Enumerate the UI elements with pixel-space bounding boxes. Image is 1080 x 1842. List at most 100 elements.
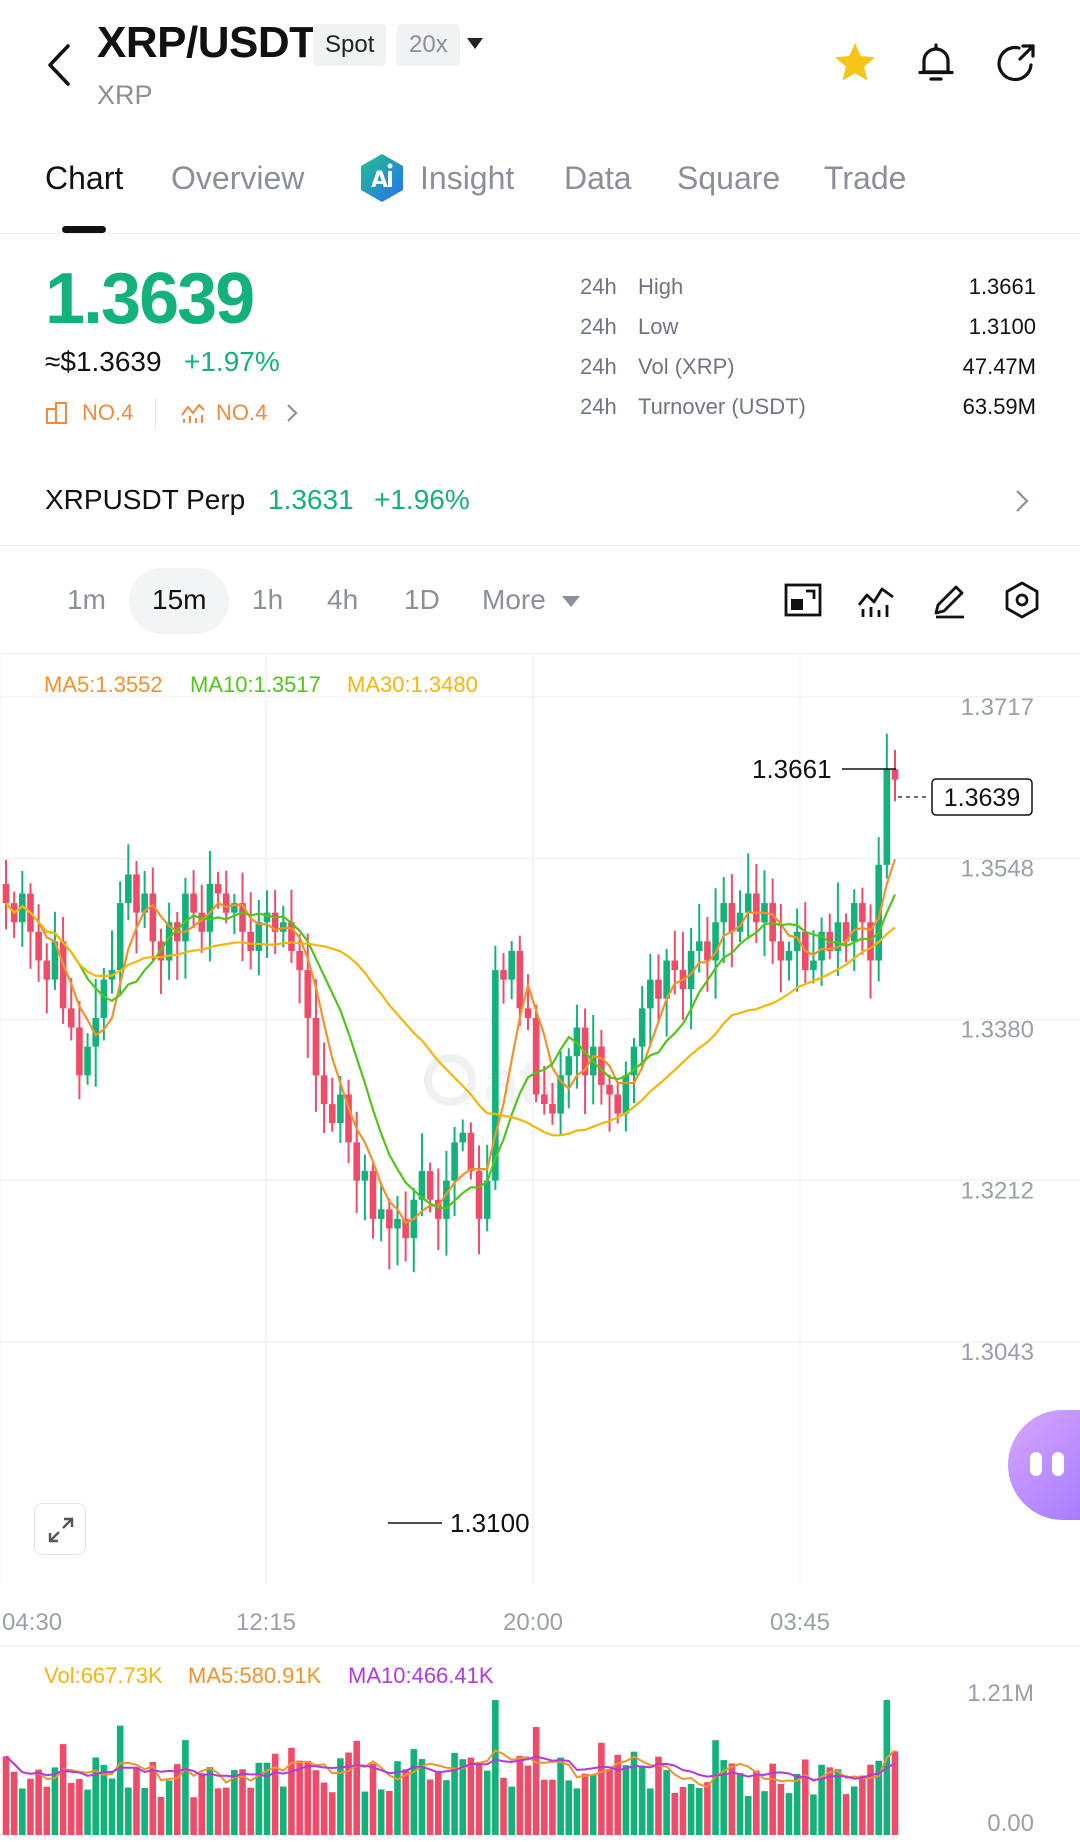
volume-bar	[263, 1762, 271, 1835]
volume-bar	[369, 1763, 377, 1835]
tab-trade[interactable]: Trade	[824, 160, 907, 196]
stat-vol-value: 47.47M	[962, 354, 1036, 379]
candle-body	[777, 941, 785, 961]
candle-body	[133, 874, 140, 913]
volume-bar	[157, 1797, 165, 1835]
volume-bar	[492, 1700, 499, 1835]
usd-price: ≈$1.3639	[45, 346, 162, 377]
vol-ma10-label: MA10:466.41K	[348, 1663, 494, 1688]
volume-bar	[67, 1782, 75, 1835]
pair-dropdown-icon[interactable]	[467, 38, 483, 49]
candle-body	[793, 931, 801, 951]
share-icon[interactable]	[993, 40, 1039, 86]
tab-insight[interactable]: Insight	[420, 160, 515, 196]
candle-body	[695, 941, 703, 951]
more-dropdown-icon[interactable]	[562, 596, 580, 607]
volume-bar	[247, 1787, 254, 1835]
volume-bar	[614, 1754, 621, 1835]
volume-bar	[475, 1764, 483, 1835]
stat-high-period: 24h	[580, 274, 617, 299]
market-cap-rank[interactable]: NO.4	[82, 400, 134, 425]
volume-bar	[581, 1773, 589, 1835]
favorite-star-icon[interactable]	[832, 40, 878, 86]
volume-bar	[801, 1759, 809, 1835]
volume-bar	[165, 1780, 173, 1835]
candle-body	[92, 1017, 100, 1047]
tab-data[interactable]: Data	[564, 160, 632, 196]
interval-15m[interactable]: 15m	[152, 584, 207, 615]
volume-bar	[173, 1764, 181, 1835]
volume-bar	[149, 1761, 157, 1835]
candle-body	[19, 893, 26, 923]
candle-body	[149, 893, 157, 942]
volume-bar	[92, 1757, 100, 1835]
candle-body	[377, 1209, 385, 1219]
tab-overview[interactable]: Overview	[171, 160, 305, 196]
interval-1d[interactable]: 1D	[404, 584, 440, 615]
candle-body	[165, 922, 173, 961]
volume-bar	[214, 1788, 222, 1835]
tab-chart[interactable]: Chart	[45, 160, 124, 196]
interval-1h[interactable]: 1h	[252, 584, 284, 615]
candle-body	[565, 1056, 573, 1076]
candle-body	[720, 903, 728, 923]
tab-square[interactable]: Square	[677, 160, 781, 196]
perp-change-percent: +1.96%	[374, 484, 470, 515]
volume-bar	[198, 1773, 206, 1835]
indicators-icon[interactable]	[855, 579, 897, 621]
candle-body	[475, 1171, 483, 1219]
chart-settings-icon[interactable]	[1001, 579, 1043, 621]
bubble-eye-right	[1052, 1452, 1064, 1476]
volume-bar	[418, 1759, 426, 1835]
interval-1m[interactable]: 1m	[67, 584, 106, 615]
candle-body	[271, 912, 279, 932]
perp-chevron-right-icon[interactable]	[1014, 488, 1030, 514]
tabs-divider	[0, 233, 1080, 234]
candle-body	[328, 1104, 336, 1124]
candle-body	[255, 922, 263, 951]
market-type-badge[interactable]: Spot	[313, 24, 387, 66]
candle-body	[736, 912, 744, 932]
interval-4h[interactable]: 4h	[327, 584, 359, 615]
back-arrow-icon[interactable]	[40, 40, 80, 90]
vol-y-tick-zero: 0.00	[987, 1810, 1034, 1837]
draw-pencil-icon[interactable]	[928, 579, 970, 621]
candle-body	[622, 1075, 630, 1114]
candle-body	[263, 912, 271, 923]
chart-layout-icon[interactable]	[782, 579, 824, 621]
fullscreen-button[interactable]	[34, 1503, 86, 1555]
volume-bar	[271, 1753, 279, 1835]
volume-bar	[280, 1786, 287, 1835]
candle-body	[361, 1171, 369, 1181]
candle-body	[671, 960, 679, 971]
volume-bar	[288, 1747, 295, 1835]
volume-bar	[239, 1769, 246, 1835]
price-alert-bell-icon[interactable]	[913, 40, 959, 86]
stat-turnover-period: 24h	[580, 394, 617, 419]
x-tick-label: 20:00	[503, 1609, 563, 1636]
volume-rank[interactable]: NO.4	[216, 400, 268, 425]
price-change-percent: +1.97%	[184, 346, 280, 377]
candle-body	[875, 864, 882, 961]
volume-bar	[850, 1786, 858, 1835]
candle-body	[214, 883, 222, 894]
candle-body	[394, 1218, 401, 1229]
volume-bar	[810, 1794, 817, 1835]
volume-bar	[320, 1782, 328, 1835]
toolbar-divider	[0, 653, 1080, 654]
candle-body	[76, 1027, 83, 1076]
chevron-right-icon[interactable]	[285, 402, 299, 424]
volume-bar	[296, 1760, 303, 1835]
volume-chart[interactable]: Vol:667.73K MA5:580.91K MA10:466.41K 1.2…	[0, 1645, 1080, 1842]
volume-bar	[206, 1767, 214, 1835]
candle-body	[883, 769, 891, 865]
interval-more[interactable]: More	[482, 584, 546, 615]
candle-body	[231, 903, 238, 913]
volume-bar	[875, 1760, 882, 1835]
volume-bar	[2, 1756, 10, 1835]
candle-body	[247, 931, 254, 951]
leverage-badge[interactable]: 20x	[397, 24, 460, 66]
candle-body	[663, 960, 670, 999]
pair-title: XRP/USDT	[97, 18, 316, 67]
